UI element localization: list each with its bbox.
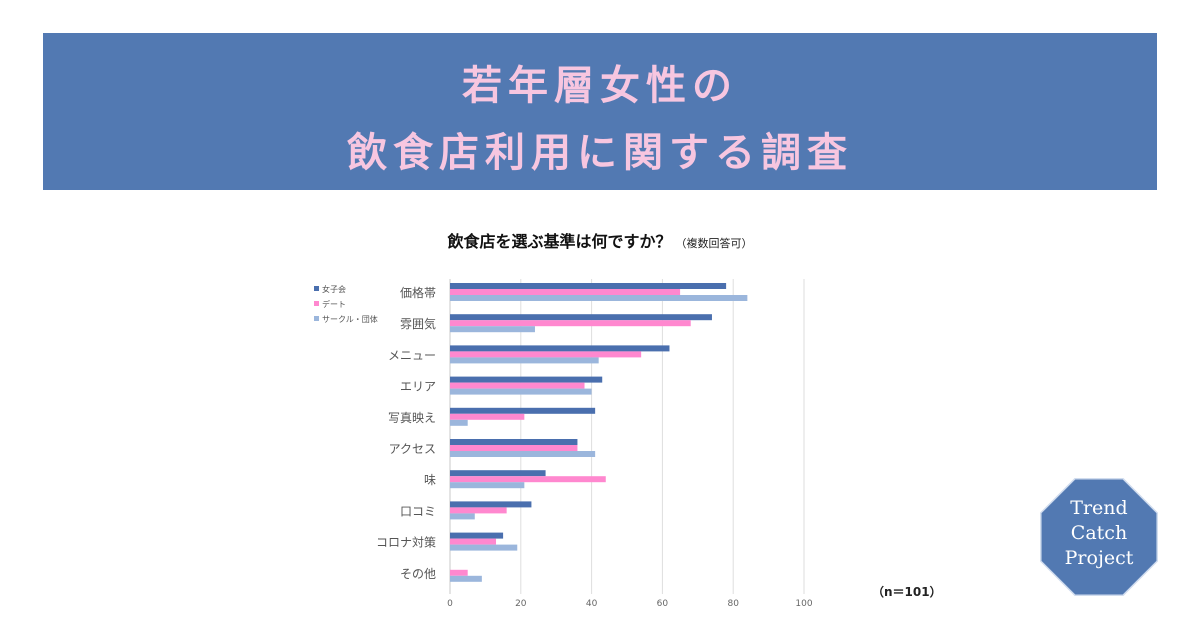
- banner-title-line-1: 若年層女性の: [462, 63, 738, 109]
- bar-1: [450, 538, 497, 545]
- bar-1: [450, 507, 507, 514]
- bar-1: [450, 569, 468, 576]
- bar-0: [450, 501, 532, 508]
- bar-1: [450, 289, 681, 295]
- bar-2: [450, 482, 525, 489]
- x-tick-label: 40: [586, 599, 598, 609]
- bar-0: [450, 345, 670, 352]
- octagon-badge-shape: [1040, 478, 1158, 596]
- bar-0: [450, 532, 504, 539]
- category-label: 味: [424, 473, 436, 487]
- bar-0: [450, 439, 578, 445]
- legend-label: 女子会: [322, 284, 346, 294]
- bar-2: [450, 513, 475, 520]
- chart-subtitle: （複数回答可）: [675, 237, 753, 250]
- category-label: 口コミ: [400, 504, 436, 518]
- bar-2: [450, 575, 482, 582]
- category-label: アクセス: [389, 442, 436, 456]
- badge-text: Trend Catch Project: [1034, 496, 1164, 571]
- legend-swatch: [314, 286, 319, 291]
- legend-swatch: [314, 316, 319, 321]
- bar-1: [450, 445, 578, 451]
- category-label: コロナ対策: [376, 536, 436, 550]
- chart-title-main: 飲食店を選ぶ基準は何ですか？: [447, 232, 672, 251]
- bar-2: [450, 295, 748, 301]
- bar-0: [450, 314, 712, 321]
- x-tick-label: 100: [795, 599, 812, 609]
- chart-title: 飲食店を選ぶ基準は何ですか？ （複数回答可）: [0, 228, 1200, 252]
- x-tick-label: 0: [447, 599, 453, 609]
- bar-0: [450, 407, 596, 414]
- badge-line-3: Project: [1064, 547, 1134, 569]
- bar-1: [450, 351, 642, 358]
- bar-2: [450, 357, 599, 364]
- x-tick-label: 80: [727, 599, 739, 609]
- trend-catch-project-badge: Trend Catch Project: [1034, 472, 1164, 602]
- bar-0: [450, 376, 603, 383]
- bar-0: [450, 283, 727, 289]
- bar-0: [450, 470, 546, 477]
- title-banner: 若年層女性の 飲食店利用に関する調査: [43, 33, 1157, 190]
- legend-label: サークル・団体: [322, 314, 378, 324]
- bar-2: [450, 419, 468, 426]
- category-label: 雰囲気: [400, 316, 436, 331]
- badge-line-1: Trend: [1070, 497, 1128, 519]
- bar-2: [450, 388, 592, 395]
- bar-1: [450, 413, 525, 420]
- bar-2: [450, 544, 518, 551]
- category-label: エリア: [400, 380, 436, 394]
- bar-2: [450, 326, 535, 333]
- bar-1: [450, 382, 585, 389]
- bar-2: [450, 451, 596, 457]
- x-tick-label: 60: [657, 599, 669, 609]
- bar-1: [450, 476, 606, 483]
- x-tick-label: 20: [515, 599, 527, 609]
- category-label: 価格帯: [400, 285, 436, 300]
- category-label: メニュー: [388, 348, 436, 362]
- badge-line-2: Catch: [1070, 522, 1128, 544]
- banner-title-line-2: 飲食店利用に関する調査: [347, 130, 853, 176]
- category-label: その他: [400, 567, 436, 581]
- legend-swatch: [314, 301, 319, 306]
- legend-label: デート: [322, 299, 346, 309]
- category-label: 写真映え: [388, 411, 436, 425]
- bar-1: [450, 320, 691, 327]
- sample-size-label: （n＝101）: [872, 585, 942, 599]
